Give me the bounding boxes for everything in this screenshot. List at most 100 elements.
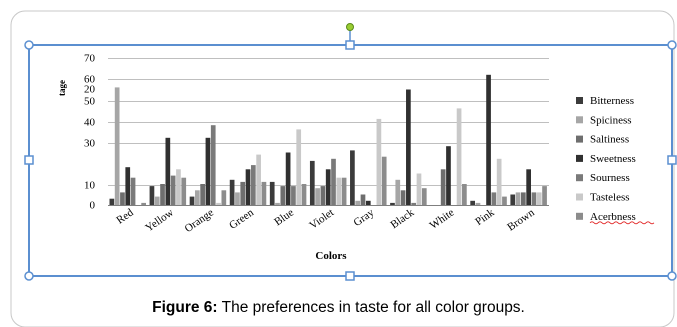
bar-sweetness-gray	[365, 200, 371, 205]
legend-label: Acerbness	[590, 211, 636, 223]
bar-saltiness-blue	[280, 186, 286, 205]
bar-tasteless-green	[256, 154, 261, 205]
bar-bitterness-blue	[269, 181, 275, 205]
bar-tasteless-white	[456, 108, 462, 205]
bar-spiciness-green	[235, 192, 240, 205]
spellcheck-underline	[589, 221, 655, 225]
handle-top-right[interactable]	[667, 40, 677, 50]
bar-bitterness-black	[390, 202, 395, 205]
bar-spiciness-violet	[315, 188, 320, 205]
handle-bottom[interactable]	[345, 271, 355, 281]
bar-acerbness-green	[261, 181, 267, 205]
bar-sweetness-black	[406, 89, 411, 205]
handle-left[interactable]	[24, 155, 34, 165]
bar-bitterness-brown	[510, 194, 516, 205]
bar-saltiness-brown	[521, 192, 526, 205]
legend-label: Bitterness	[590, 95, 634, 107]
bar-saltiness-gray	[360, 194, 366, 205]
bar-sourness-brown	[531, 192, 537, 205]
legend-label: Tasteless	[590, 192, 630, 204]
selection-handles[interactable]	[24, 40, 677, 281]
bar-acerbness-red	[141, 202, 146, 205]
bar-sweetness-blue	[285, 152, 291, 205]
bar-saltiness-black	[400, 190, 406, 205]
bar-acerbness-pink	[502, 196, 507, 205]
figure-label: Figure 6:	[152, 299, 218, 316]
bar-sweetness-brown	[526, 169, 531, 205]
bar-acerbness-orange	[221, 190, 227, 205]
legend-label: Saltiness	[590, 134, 629, 146]
bar-spiciness-pink	[475, 202, 481, 205]
bar-sweetness-orange	[205, 137, 211, 205]
bar-acerbness-white	[462, 184, 467, 205]
y-tick-label: 30	[84, 138, 96, 150]
bar-sourness-pink	[491, 192, 497, 205]
legend: Bitterness Spiciness Saltiness Sweetness Sou…	[576, 95, 655, 225]
y-tick-label: 50	[84, 96, 96, 108]
bar-spiciness-blue	[275, 202, 280, 205]
legend-swatch	[576, 193, 583, 201]
bar-bitterness-yellow	[149, 186, 155, 205]
bar-sweetness-pink	[486, 74, 491, 205]
bar-saltiness-white	[440, 169, 446, 205]
legend-label: Sweetness	[590, 153, 636, 165]
bar-tasteless-pink	[496, 158, 502, 205]
bar-sweetness-yellow	[165, 137, 171, 205]
bar-spiciness-orange	[194, 190, 200, 205]
handle-top-left[interactable]	[24, 40, 34, 50]
bar-sourness-orange	[210, 125, 216, 205]
bar-bitterness-gray	[350, 150, 355, 205]
handle-bottom-left[interactable]	[24, 271, 34, 281]
bar-spiciness-black	[395, 179, 401, 205]
bar-sweetness-red	[125, 167, 131, 205]
bar-acerbness-blue	[301, 184, 307, 205]
bar-spiciness-yellow	[154, 196, 160, 205]
bar-tasteless-gray	[376, 118, 382, 205]
bars	[109, 74, 547, 205]
y-tick-label: 10	[84, 180, 96, 192]
bar-spiciness-gray	[355, 200, 361, 205]
handle-right[interactable]	[667, 155, 677, 165]
bar-sweetness-violet	[325, 169, 331, 205]
figure-caption-text: The preferences in taste for all color g…	[217, 299, 525, 316]
bar-acerbness-brown	[542, 186, 547, 205]
bar-sourness-red	[130, 177, 136, 205]
bar-sourness-green	[250, 165, 256, 205]
bar-saltiness-orange	[200, 184, 205, 205]
bar-saltiness-green	[240, 181, 246, 205]
y-tick-label: 0	[90, 200, 96, 212]
bar-sourness-blue	[291, 186, 296, 205]
bar-bitterness-pink	[470, 200, 476, 205]
bar-sourness-yellow	[170, 175, 176, 205]
bar-saltiness-violet	[320, 186, 326, 205]
bar-tasteless-blue	[296, 129, 302, 205]
handle-top[interactable]	[345, 40, 355, 50]
legend-swatch	[576, 212, 583, 220]
bar-saltiness-red	[120, 192, 125, 205]
bar-sweetness-green	[245, 169, 251, 205]
bar-sourness-black	[411, 202, 417, 205]
bar-spiciness-red	[114, 87, 120, 205]
bar-bitterness-violet	[309, 160, 315, 205]
legend-swatch	[576, 154, 583, 162]
bar-sourness-violet	[331, 158, 336, 205]
legend-swatch	[576, 116, 583, 124]
legend-label: Spiciness	[590, 114, 632, 126]
bar-tasteless-brown	[536, 192, 542, 205]
y-axis-title: tage	[57, 80, 67, 96]
bar-sweetness-white	[446, 146, 451, 205]
bar-bitterness-green	[229, 179, 235, 205]
legend-swatch	[576, 135, 583, 143]
figure-caption: Figure 6: The preferences in taste for a…	[0, 299, 677, 317]
bar-tasteless-orange	[216, 202, 221, 205]
x-axis-title: Colors	[315, 250, 347, 262]
y-tick-label: 60	[84, 74, 96, 86]
bar-tasteless-violet	[336, 177, 342, 205]
chart-outer-frame	[10, 10, 675, 327]
bar-tasteless-black	[416, 173, 422, 205]
handle-bottom-right[interactable]	[667, 271, 677, 281]
rotation-handle[interactable]	[346, 23, 354, 31]
bar-bitterness-red	[109, 198, 115, 205]
